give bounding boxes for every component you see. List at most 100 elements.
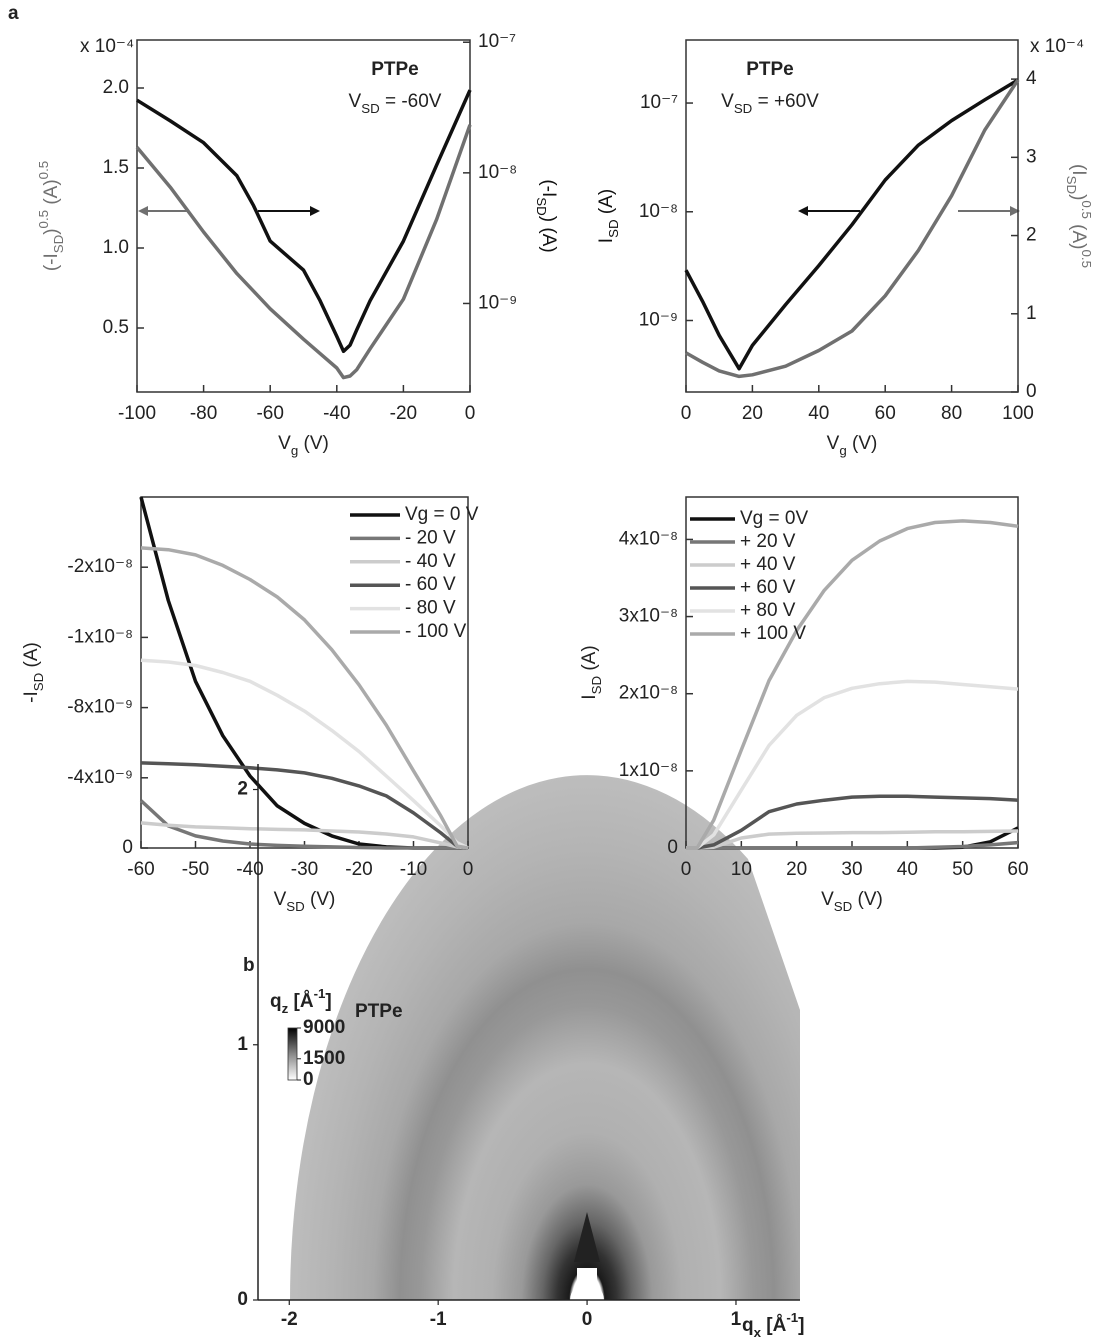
y-axis-label-part: 0.5 [36,161,51,180]
x-tick-label: 40 [897,859,918,880]
x-tick-label: -60 [256,403,283,424]
page: {"panel_labels": ["a", "b"], "chart_data… [0,0,1099,1337]
y2-axis-label-part: 0.5 [1079,250,1094,269]
x-tick-label: 0 [582,1309,593,1330]
y-tick-label: 0 [667,837,678,858]
x-axis-label-part: [Å [761,1315,787,1336]
x-tick-label: -30 [291,859,318,880]
x-tick-label: -50 [182,859,209,880]
y-tick-label: 1 [237,1034,248,1055]
y2-axis-label-part: ) (A) [538,216,559,253]
x-tick-label: -100 [118,403,156,424]
y-axis-label-part: q [270,991,282,1012]
x-tick-label: -60 [127,859,154,880]
y-tick-label: 3x10⁻⁸ [619,606,678,627]
y-axis-label-part: SD [606,219,621,237]
x-axis-label-part: V [278,433,291,454]
colorbar [288,1028,297,1080]
x-tick-label: -40 [323,403,350,424]
chart-title: PTPe [371,59,419,80]
panel-label: a [8,3,19,24]
y-tick-label: 0.5 [103,317,129,338]
y2-axis-label-part: SD [534,197,549,215]
y2-axis-label-part: (A) [1068,219,1089,250]
axis-multiplier: x 10⁻⁴ [80,36,134,57]
y-tick-label: 10⁻⁷ [640,92,678,113]
y-tick-label: -2x10⁻⁸ [67,556,133,577]
x-tick-label: -1 [430,1309,447,1330]
y2-tick-label: 10⁻⁸ [478,162,517,183]
x-axis-label-part: ] [798,1315,804,1336]
annotation-part: = +60V [752,91,819,112]
y-axis-label-part: (-I [41,253,62,271]
x-tick-label: 0 [465,403,476,424]
legend-label: Vg = 0V [740,508,808,529]
x-tick-label: -20 [390,403,417,424]
y2-tick-label: 3 [1026,146,1037,167]
y-tick-label: 1x10⁻⁸ [619,760,678,781]
x-tick-label: 100 [1002,403,1034,424]
y-tick-label: 2x10⁻⁸ [619,683,678,704]
y2-axis-label-part: (-I [538,179,559,197]
legend-label: + 80 V [740,600,796,621]
x-tick-label: -20 [345,859,372,880]
x-axis-label-part: g [839,443,846,458]
y2-tick-label: 10⁻⁹ [478,292,517,313]
y-axis-label-part: (A) [579,645,600,676]
annotation-part: SD [361,101,379,116]
x-axis-label-part: SD [834,899,852,914]
legend-label: + 40 V [740,554,796,575]
y2-tick-label: 4 [1026,68,1037,89]
x-tick-label: -40 [236,859,263,880]
y2-axis-label-part: 0.5 [1079,200,1094,219]
legend-label: + 60 V [740,577,796,598]
x-tick-label: 60 [1007,859,1028,880]
annotation-part: = -60V [380,91,442,112]
annotation-part: V [349,91,362,112]
y-axis-label-part: ] [325,991,331,1012]
x-axis-label-part: V [827,433,840,454]
y-axis-label-part: SD [51,235,66,253]
y-tick-label: -4x10⁻⁹ [67,767,133,788]
x-axis-label-part: V [274,889,287,910]
x-tick-label: 0 [681,859,692,880]
x-tick-label: 0 [681,403,692,424]
annotation-part: V [721,91,734,112]
axis-multiplier: x 10⁻⁴ [1030,36,1084,57]
y-tick-label: 2 [237,779,248,800]
y-tick-label: 10⁻⁸ [639,201,678,222]
y2-tick-label: 0 [1026,381,1037,402]
x-tick-label: 10 [731,859,752,880]
y-tick-label: -1x10⁻⁸ [67,626,133,647]
x-axis-label-part: SD [286,899,304,914]
legend-label: - 100 V [405,621,467,642]
colorbar-tick-label: 9000 [303,1017,345,1038]
y-axis-label-part: [Å [288,991,314,1012]
y-axis-label-part: -I [21,691,42,703]
y-axis-label-part: (A) [596,189,617,220]
x-tick-label: 30 [841,859,862,880]
y-tick-label: 0 [122,837,133,858]
legend-label: + 20 V [740,531,796,552]
chart-title: PTPe [746,59,794,80]
legend-label: Vg = 0 V [405,504,479,525]
x-tick-label: 60 [875,403,896,424]
legend-label: - 40 V [405,551,456,572]
annotation-part: SD [734,101,752,116]
colorbar-tick-label: 0 [303,1069,314,1090]
x-tick-label: -10 [400,859,427,880]
y-tick-label: 0 [237,1289,248,1310]
x-tick-label: -2 [281,1309,298,1330]
y-axis-label-part: SD [589,676,604,694]
y-axis-label-part: -1 [314,986,326,1001]
colorbar-tick-label: 1500 [303,1048,345,1069]
y-tick-label: -8x10⁻⁹ [67,697,133,718]
y2-tick-label: 2 [1026,225,1037,246]
y2-tick-label: 1 [1026,303,1037,324]
y-axis-label-part: (A) [21,642,42,673]
x-tick-label: 1 [731,1309,742,1330]
x-tick-label: -80 [190,403,217,424]
figure: a b -100-80-60-40-2000.51.01.52.010⁻⁹10⁻… [0,0,1099,1337]
y-axis-label-part: (A) [41,179,62,210]
legend-label: - 20 V [405,527,456,548]
